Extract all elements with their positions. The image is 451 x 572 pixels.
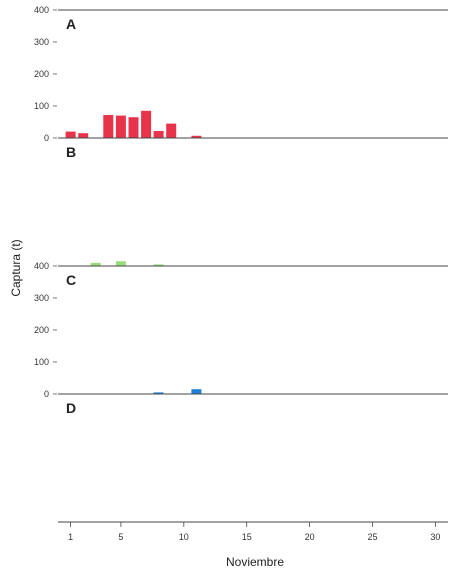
panel-b: B	[58, 144, 448, 267]
y-tick-label: 0	[44, 389, 49, 399]
bar-a-day-4	[103, 115, 114, 138]
y-axis-title: Captura (t)	[9, 239, 23, 296]
panel-label: A	[66, 16, 76, 32]
y-tick-label: 200	[34, 69, 49, 79]
x-axis: 1 5 10 15 20 25 30	[58, 521, 448, 542]
x-tick-label: 5	[118, 532, 123, 542]
bar-b-day-3	[90, 262, 101, 266]
y-tick-label: 100	[34, 101, 49, 111]
y-tick-label: 400	[34, 261, 49, 271]
x-axis-title: Noviembre	[226, 555, 284, 569]
y-tick-label: 100	[34, 357, 49, 367]
bar-a-day-7	[141, 110, 152, 138]
x-tick-label: 1	[68, 532, 73, 542]
panel-label: B	[66, 144, 76, 160]
x-tick-label: 15	[242, 532, 252, 542]
bar-a-day-8	[153, 131, 164, 138]
y-tick-label: 400	[34, 5, 49, 15]
panel-c: 0 100 200 300 400 C	[34, 261, 448, 399]
x-tick-label: 20	[305, 532, 315, 542]
x-tick-label: 25	[368, 532, 378, 542]
bar-a-day-6	[128, 117, 139, 138]
y-tick-label: 0	[44, 133, 49, 143]
panel-a: 0 100 200 300 400 A	[34, 5, 448, 143]
bar-b-day-5	[115, 261, 126, 266]
bar-a-day-1	[65, 131, 76, 138]
y-tick-label: 300	[34, 37, 49, 47]
y-tick-label: 200	[34, 325, 49, 335]
y-tick-label: 300	[34, 293, 49, 303]
x-tick-label: 30	[430, 532, 440, 542]
bar-a-day-11	[191, 135, 202, 138]
bar-c-day-11	[191, 389, 202, 394]
bar-a-day-9	[166, 123, 177, 138]
bar-a-day-2	[78, 133, 89, 138]
panel-label: D	[66, 400, 76, 416]
x-tick-label: 10	[179, 532, 189, 542]
panel-d: D	[58, 400, 448, 523]
chart-panels: 0 100 200 300 400 A B 0 100 200 300 400 C D	[34, 5, 448, 523]
bar-a-day-5	[115, 115, 126, 138]
bar-b-day-8	[153, 264, 164, 266]
bar-c-day-8	[153, 392, 164, 394]
panel-label: C	[66, 272, 76, 288]
